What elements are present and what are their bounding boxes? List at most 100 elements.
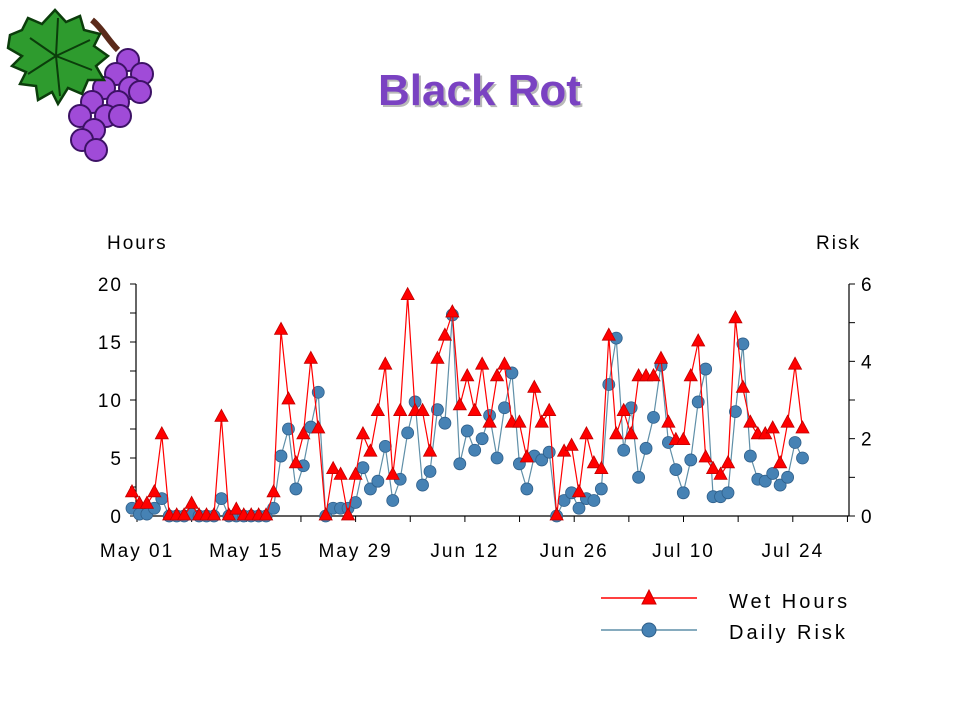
daily-risk-point: [520, 482, 534, 496]
wet-hours-line: [131, 295, 804, 518]
wet-hours-point: [430, 350, 445, 364]
daily-risk-point: [498, 401, 511, 415]
y-right-tick-label: 6: [861, 275, 874, 296]
wet-hours-point: [586, 454, 602, 469]
wet-hours-point: [348, 466, 363, 480]
daily-risk-point: [371, 474, 385, 488]
wet-hours-point: [676, 431, 691, 446]
wet-hours-point: [422, 443, 438, 457]
daily-risk-point: [594, 482, 608, 496]
grape-bunch-icon: [6, 8, 154, 162]
y-left-tick-label: 5: [110, 449, 123, 470]
wet-hours-point: [534, 414, 549, 428]
legend: Wet Hours Daily Risk: [601, 588, 850, 644]
chart-axes: 0 5 10 15 20 0 2 4 6 May 01 May 15 May 29 Jun 12 Jun …: [98, 275, 874, 562]
wet-hours-point: [176, 507, 192, 521]
daily-risk-point: [699, 362, 713, 376]
wet-hours-point: [795, 420, 810, 434]
wet-hours-point: [661, 414, 676, 428]
wet-hours-point: [653, 350, 669, 364]
daily-risk-point: [788, 436, 802, 449]
wet-hours-point: [609, 425, 624, 440]
wet-hours-point: [154, 425, 169, 440]
wet-hours-point: [273, 321, 289, 335]
daily-risk-point: [773, 478, 787, 492]
daily-risk-point: [632, 470, 645, 484]
daily-risk-point: [766, 467, 780, 480]
wet-hours-point: [437, 327, 453, 341]
wet-hours-point: [497, 356, 512, 370]
x-tick-label: May 15: [209, 541, 283, 562]
wet-hours-point: [765, 420, 780, 434]
page-title: Black Rot: [378, 66, 581, 115]
x-tick-label: Jun 12: [430, 541, 499, 562]
daily-risk-point: [214, 492, 228, 506]
daily-risk-point: [468, 443, 482, 457]
daily-risk-point: [572, 501, 586, 515]
wet-hours-point: [683, 367, 698, 382]
daily-risk-point: [475, 432, 489, 446]
daily-risk-point: [721, 486, 735, 500]
legend-wet-hours-marker: [641, 588, 657, 605]
y-left-tick-label: 15: [98, 333, 123, 354]
daily-risk-point: [267, 501, 280, 515]
wet-hours-point: [311, 420, 326, 434]
daily-risk-point: [535, 453, 549, 467]
daily-risk-point: [349, 496, 362, 509]
daily-risk-point: [587, 494, 601, 507]
wet-hours-point: [735, 379, 751, 393]
legend-daily-risk-marker: [641, 622, 657, 638]
wet-hours-point: [258, 507, 274, 521]
daily-risk-point: [781, 470, 794, 484]
daily-risk-point: [743, 449, 757, 463]
daily-risk-series: [125, 308, 809, 523]
wet-hours-point: [772, 454, 788, 469]
wet-hours-point: [393, 402, 408, 417]
wet-hours-point: [229, 501, 244, 515]
wet-hours-point: [139, 495, 155, 509]
y-left-tick-label: 0: [110, 507, 123, 528]
daily-risk-point: [423, 465, 437, 478]
wet-hours-point: [206, 507, 222, 521]
wet-hours-point: [594, 460, 609, 475]
wet-hours-point: [147, 483, 162, 498]
daily-risk-point: [311, 385, 325, 399]
daily-risk-point: [431, 403, 444, 417]
y-axis-right-label: Risk: [816, 233, 861, 254]
wet-hours-point: [542, 402, 557, 417]
daily-risk-point: [490, 451, 504, 465]
wet-hours-point: [378, 356, 393, 370]
daily-risk-point: [438, 416, 452, 430]
daily-risk-point: [684, 453, 698, 467]
y-right-tick-label: 0: [861, 507, 874, 528]
wet-hours-point: [452, 396, 467, 411]
wet-hours-point: [296, 425, 311, 440]
wet-hours-point: [564, 437, 579, 451]
wet-hours-point: [571, 483, 587, 498]
daily-risk-point: [274, 449, 288, 463]
wet-hours-point: [787, 356, 803, 370]
wet-hours-point: [266, 483, 281, 498]
wet-hours-point: [623, 425, 639, 440]
wet-hours-point: [385, 466, 400, 480]
x-tick-label: Jul 24: [761, 541, 824, 562]
wet-hours-point: [370, 402, 386, 417]
wet-hours-point: [527, 379, 542, 393]
daily-risk-point: [647, 410, 660, 424]
wet-hours-point: [333, 466, 348, 480]
daily-risk-point: [669, 463, 683, 477]
wet-hours-point: [303, 350, 318, 364]
y-left-tick-label: 10: [98, 391, 123, 412]
x-tick-label: May 29: [318, 541, 392, 562]
wet-hours-point: [281, 391, 296, 405]
wet-hours-point: [512, 414, 527, 428]
daily-risk-point: [401, 426, 415, 440]
wet-hours-point: [400, 286, 415, 301]
wet-hours-point: [415, 402, 430, 417]
wet-hours-point: [363, 443, 378, 457]
daily-risk-point: [736, 337, 750, 351]
wet-hours-point: [549, 507, 564, 521]
daily-risk-point: [289, 482, 303, 496]
legend-wet-hours-label: Wet Hours: [729, 591, 850, 613]
